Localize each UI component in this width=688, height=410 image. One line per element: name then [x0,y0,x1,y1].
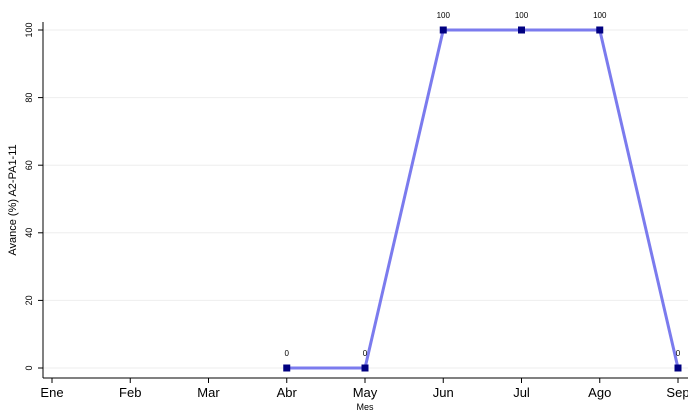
x-tick-label: Ene [40,385,63,400]
y-tick-label: 60 [24,160,34,170]
x-tick-label: Ago [588,385,611,400]
y-tick-label: 80 [24,93,34,103]
series-layer: 0 0 100 100 100 0 [283,11,682,372]
data-label: 100 [593,11,607,20]
data-point [439,26,447,34]
y-tick-label: 100 [24,22,34,37]
x-tick-label: May [353,385,378,400]
data-label: 100 [437,11,451,20]
x-axis-title: Mes [356,402,374,410]
data-label: 0 [285,349,290,358]
x-tick-label: Abr [277,385,298,400]
data-label: 100 [515,11,529,20]
y-tick-label: 40 [24,228,34,238]
x-tick-label: Jul [513,385,530,400]
y-axis-title: Avance (%) A2-PA1-11 [7,144,19,255]
y-tick-label: 0 [24,365,34,370]
series-line [286,28,680,370]
x-axis-ticks: Ene Feb Mar Abr May Jun Jul Ago Sep [40,378,688,400]
data-point [596,26,604,34]
data-label: 0 [363,349,368,358]
data-point [283,364,291,372]
data-point [361,364,369,372]
x-tick-label: Jun [433,385,454,400]
x-tick-label: Sep [666,385,688,400]
y-axis-ticks: 0 20 40 60 80 100 [24,22,43,371]
data-point [674,364,682,372]
x-tick-label: Feb [119,385,141,400]
y-tick-label: 20 [24,295,34,305]
x-tick-label: Mar [197,385,220,400]
grid-lines [43,29,688,369]
data-point [518,26,525,34]
data-label: 0 [676,349,681,358]
